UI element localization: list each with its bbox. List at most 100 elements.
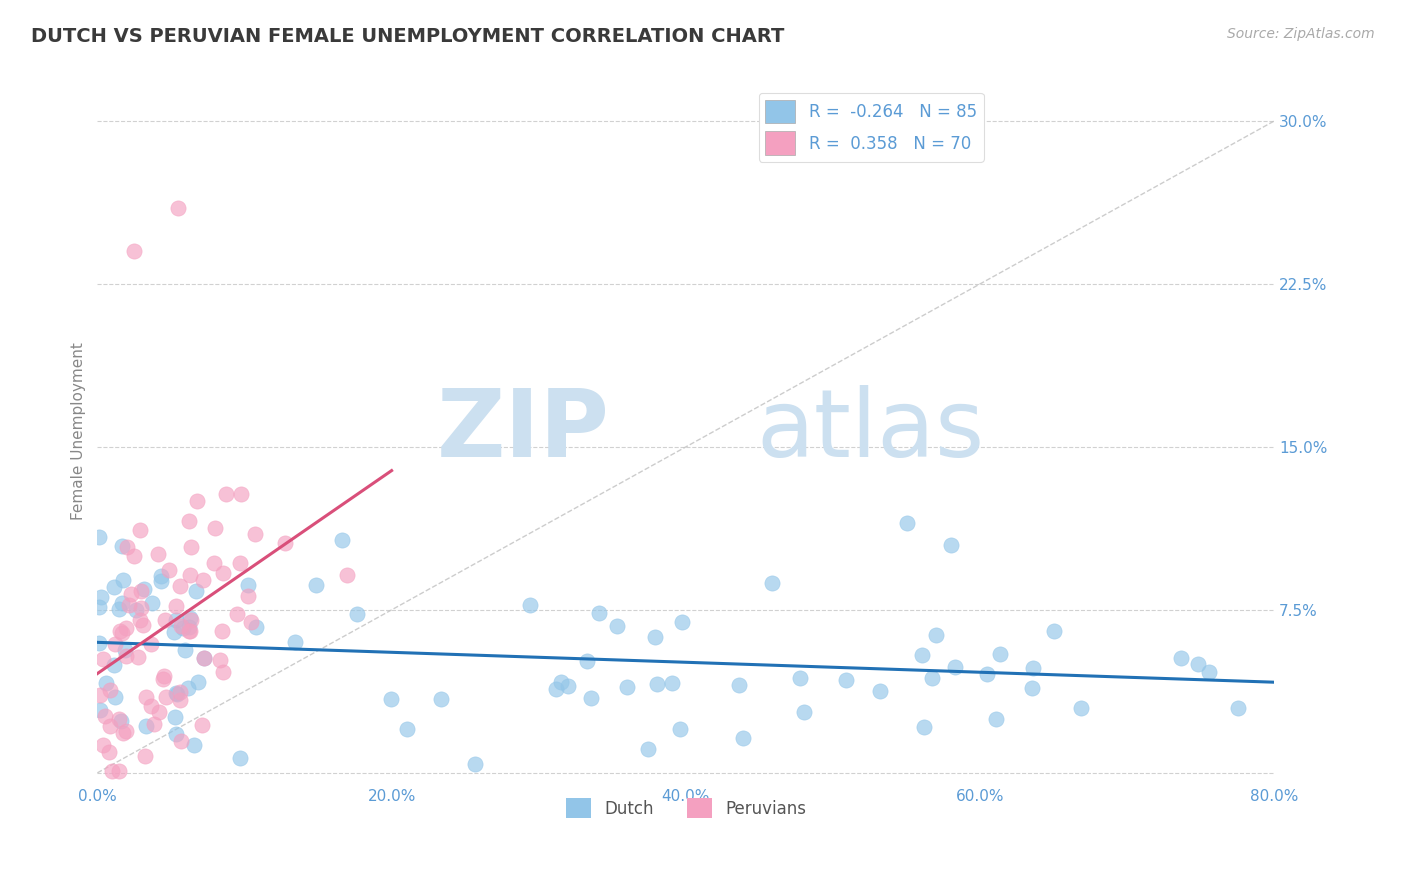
Point	[1187, 657, 1209, 672]
Point	[239, 615, 262, 630]
Point	[111, 626, 134, 640]
Point	[644, 630, 666, 644]
Point	[162, 625, 184, 640]
Point	[789, 672, 811, 686]
Point	[127, 649, 149, 664]
Point	[550, 674, 572, 689]
Point	[430, 692, 453, 706]
Point	[108, 602, 131, 616]
Point	[226, 607, 249, 621]
Point	[179, 611, 201, 625]
Point	[114, 643, 136, 657]
Point	[1022, 660, 1045, 674]
Point	[153, 613, 176, 627]
Point	[186, 493, 208, 508]
Point	[464, 757, 486, 772]
Point	[108, 764, 131, 778]
Point	[170, 734, 193, 748]
Point	[731, 731, 754, 745]
Point	[245, 619, 267, 633]
Point	[134, 749, 156, 764]
Point	[180, 541, 202, 555]
Point	[129, 584, 152, 599]
Point	[114, 648, 136, 663]
Point	[924, 628, 946, 642]
Point	[112, 725, 135, 739]
Point	[645, 676, 668, 690]
Point	[149, 569, 172, 583]
Point	[236, 589, 259, 603]
Point	[669, 722, 692, 736]
Point	[165, 710, 187, 724]
Point	[111, 597, 134, 611]
Point	[104, 690, 127, 705]
Point	[637, 742, 659, 756]
Point	[939, 538, 962, 552]
Point	[190, 718, 212, 732]
Point	[120, 587, 142, 601]
Point	[988, 648, 1011, 662]
Point	[976, 667, 998, 681]
Point	[336, 568, 359, 582]
Point	[761, 576, 783, 591]
Point	[661, 675, 683, 690]
Point	[274, 535, 297, 549]
Point	[96, 675, 118, 690]
Point	[1227, 701, 1250, 715]
Point	[202, 556, 225, 570]
Point	[193, 651, 215, 665]
Point	[305, 578, 328, 592]
Point	[671, 615, 693, 629]
Point	[89, 599, 111, 614]
Point	[167, 201, 190, 215]
Point	[1170, 651, 1192, 665]
Point	[911, 648, 934, 662]
Point	[165, 686, 187, 700]
Point	[142, 717, 165, 731]
Point	[177, 681, 200, 695]
Point	[519, 598, 541, 612]
Point	[165, 614, 187, 628]
Point	[835, 673, 858, 688]
Point	[557, 679, 579, 693]
Point	[616, 680, 638, 694]
Point	[89, 703, 111, 717]
Point	[125, 602, 148, 616]
Point	[146, 547, 169, 561]
Point	[139, 698, 162, 713]
Point	[984, 713, 1007, 727]
Point	[396, 723, 419, 737]
Point	[89, 530, 111, 544]
Point	[177, 514, 200, 528]
Point	[91, 651, 114, 665]
Text: atlas: atlas	[756, 384, 984, 476]
Point	[108, 624, 131, 638]
Point	[122, 244, 145, 259]
Point	[228, 557, 250, 571]
Point	[193, 651, 215, 665]
Point	[579, 691, 602, 706]
Point	[172, 621, 194, 635]
Point	[179, 624, 201, 639]
Point	[135, 690, 157, 705]
Point	[90, 590, 112, 604]
Point	[231, 486, 253, 500]
Point	[174, 643, 197, 657]
Point	[575, 654, 598, 668]
Point	[1070, 701, 1092, 715]
Legend: Dutch, Peruvians: Dutch, Peruvians	[560, 791, 813, 825]
Y-axis label: Female Unemployment: Female Unemployment	[72, 342, 86, 519]
Point	[132, 618, 155, 632]
Point	[89, 636, 111, 650]
Point	[1021, 681, 1043, 695]
Point	[114, 724, 136, 739]
Point	[177, 624, 200, 638]
Point	[793, 705, 815, 719]
Point	[346, 607, 368, 621]
Point	[98, 683, 121, 698]
Point	[114, 621, 136, 635]
Point	[166, 687, 188, 701]
Point	[180, 613, 202, 627]
Point	[727, 678, 749, 692]
Point	[943, 660, 966, 674]
